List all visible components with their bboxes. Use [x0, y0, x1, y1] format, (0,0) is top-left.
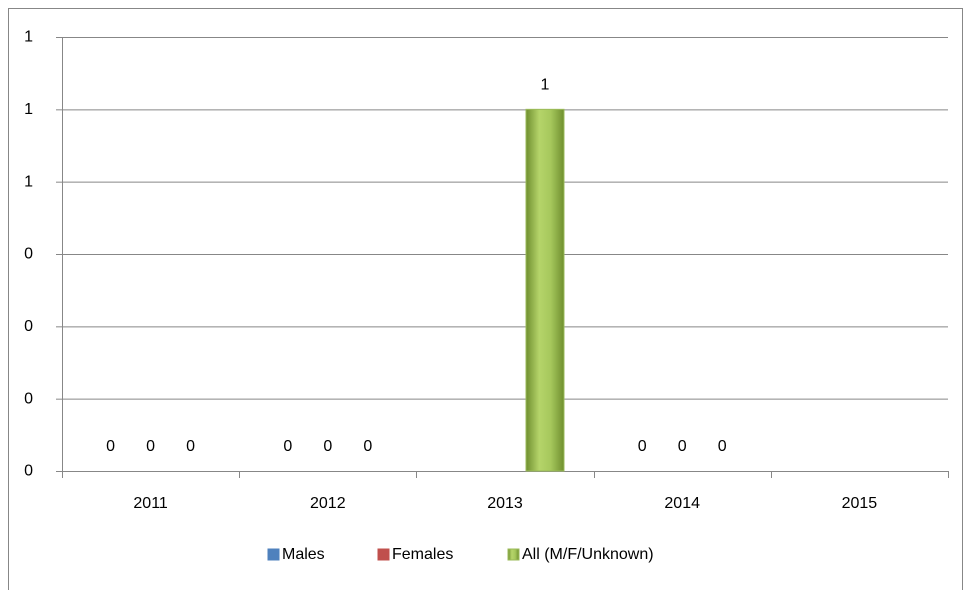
data-label: 0 — [106, 438, 115, 455]
data-label: 0 — [323, 438, 332, 455]
data-label: 0 — [678, 438, 687, 455]
y-tick-label: 1 — [24, 101, 33, 118]
y-tick-label: 0 — [24, 463, 33, 480]
x-tick-label: 2012 — [310, 495, 346, 512]
data-label: 0 — [363, 438, 372, 455]
y-tick-label: 1 — [24, 29, 33, 46]
legend-label: Males — [282, 546, 325, 563]
bar — [525, 108, 565, 472]
data-label: 0 — [283, 438, 292, 455]
y-tick-label: 0 — [24, 390, 33, 407]
legend-swatch — [377, 548, 390, 561]
data-label: 0 — [186, 438, 195, 455]
legend-label: Females — [392, 546, 453, 563]
data-label: 0 — [718, 438, 727, 455]
y-tick-label: 0 — [24, 318, 33, 335]
y-tick-label: 1 — [24, 173, 33, 190]
data-label: 0 — [638, 438, 647, 455]
x-tick-label: 2013 — [487, 495, 523, 512]
x-tick-label: 2014 — [664, 495, 700, 512]
data-label: 0 — [146, 438, 155, 455]
legend-swatch — [267, 548, 280, 561]
x-tick-label: 2011 — [133, 495, 168, 512]
y-tick-label: 0 — [24, 246, 33, 263]
chart-border — [8, 8, 963, 590]
legend-label: All (M/F/Unknown) — [522, 546, 654, 563]
data-label: 1 — [541, 77, 550, 94]
legend-swatch — [507, 548, 520, 561]
x-tick-label: 2015 — [842, 495, 878, 512]
